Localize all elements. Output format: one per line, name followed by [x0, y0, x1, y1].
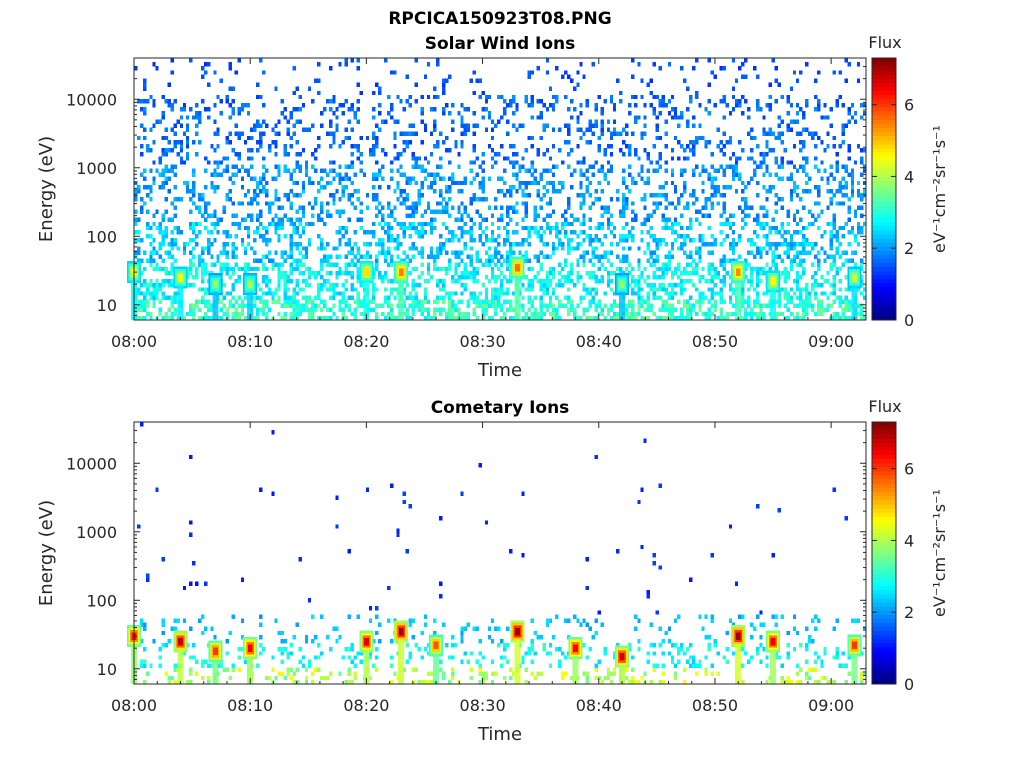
flux-event-5	[394, 261, 409, 320]
plot-frame	[133, 57, 867, 321]
flux-event-7	[510, 620, 525, 684]
flux-event-1	[173, 266, 188, 320]
x-tick-label: 08:40	[576, 696, 622, 715]
flux-event-6	[429, 634, 444, 684]
flux-event-7	[615, 273, 629, 320]
x-tick-label: 08:20	[343, 332, 389, 351]
colorbar-tick-label: 0	[904, 311, 914, 330]
y-tick-label: 1000	[76, 159, 117, 178]
y-tick-label: 10000	[66, 454, 117, 473]
x-tick-label: 09:00	[808, 332, 854, 351]
x-axis-label: Time	[477, 724, 522, 745]
colorbar-tick-label: 0	[904, 675, 914, 694]
panel-cometary-ions: Cometary Ions 08:00 08:10 08:20 08:30 08:40 08…	[36, 397, 949, 745]
y-tick-label: 100	[86, 591, 117, 610]
flux-event-9	[766, 270, 780, 320]
x-axis-label: Time	[477, 360, 522, 381]
y-tick-label: 10000	[66, 90, 117, 109]
flux-event-2	[208, 273, 223, 320]
y-tick-label: 10	[97, 296, 117, 315]
flux-event-9	[615, 645, 629, 684]
x-tick-label: 08:00	[111, 696, 157, 715]
x-tick-label: 08:40	[576, 332, 622, 351]
y-axis-label: Energy (eV)	[36, 500, 57, 606]
colorbar-tick-label: 6	[904, 96, 914, 115]
colorbar-tick-label: 4	[904, 531, 914, 550]
flux-event-3	[243, 637, 258, 684]
colorbar-title: Flux	[868, 397, 901, 416]
spectrogram-texture	[137, 422, 867, 685]
flux-event-3	[243, 273, 258, 320]
x-tick-label: 08:30	[460, 332, 506, 351]
x-tick-label: 08:10	[227, 332, 273, 351]
colorbar-unit-label: eV⁻¹cm⁻²sr⁻¹s⁻¹	[930, 489, 949, 617]
y-axis-label: Energy (eV)	[36, 136, 57, 242]
y-tick-label: 1000	[76, 523, 117, 542]
x-tick-label: 08:30	[460, 696, 506, 715]
plot-frame	[133, 421, 867, 685]
flux-event-12	[847, 634, 862, 684]
x-tick-label: 08:10	[227, 696, 273, 715]
spectrogram-texture	[134, 58, 867, 321]
flux-event-5	[394, 620, 409, 684]
flux-event-2	[208, 640, 223, 684]
flux-event-1	[173, 630, 188, 684]
x-tick-label: 09:00	[808, 696, 854, 715]
x-tick-label: 08:50	[692, 332, 738, 351]
flux-event-11	[766, 630, 780, 684]
flux-event-6	[510, 256, 525, 320]
figure-title: RPCICA150923T08.PNG	[388, 9, 611, 29]
flux-event-8	[568, 637, 583, 684]
colorbar: 0 2 4 6 Flux eV⁻¹cm⁻²sr⁻¹s⁻¹	[868, 33, 949, 330]
colorbar-tick-label: 2	[904, 239, 914, 258]
colorbar-tick-label: 2	[904, 603, 914, 622]
flux-event-10	[731, 625, 746, 684]
x-tick-label: 08:50	[692, 696, 738, 715]
colorbar-tick-label: 6	[904, 460, 914, 479]
flux-event-4	[359, 630, 374, 684]
x-tick-label: 08:20	[343, 696, 389, 715]
y-tick-label: 100	[86, 227, 117, 246]
colorbar-unit-label: eV⁻¹cm⁻²sr⁻¹s⁻¹	[930, 125, 949, 253]
x-tick-label: 08:00	[111, 332, 157, 351]
colorbar: 0 2 4 6 Flux eV⁻¹cm⁻²sr⁻¹s⁻¹	[868, 397, 949, 694]
panel-title: Cometary Ions	[431, 398, 570, 418]
flux-event-10	[847, 266, 862, 320]
flux-event-8	[731, 261, 746, 320]
y-tick-label: 10	[97, 660, 117, 679]
panel-solar-wind-ions: Solar Wind Ions 08:00 08:10 08:20 08:30 08:40…	[36, 33, 949, 381]
panel-title: Solar Wind Ions	[425, 34, 576, 54]
flux-event-4	[359, 261, 374, 320]
colorbar-tick-label: 4	[904, 167, 914, 186]
colorbar-title: Flux	[868, 33, 901, 52]
